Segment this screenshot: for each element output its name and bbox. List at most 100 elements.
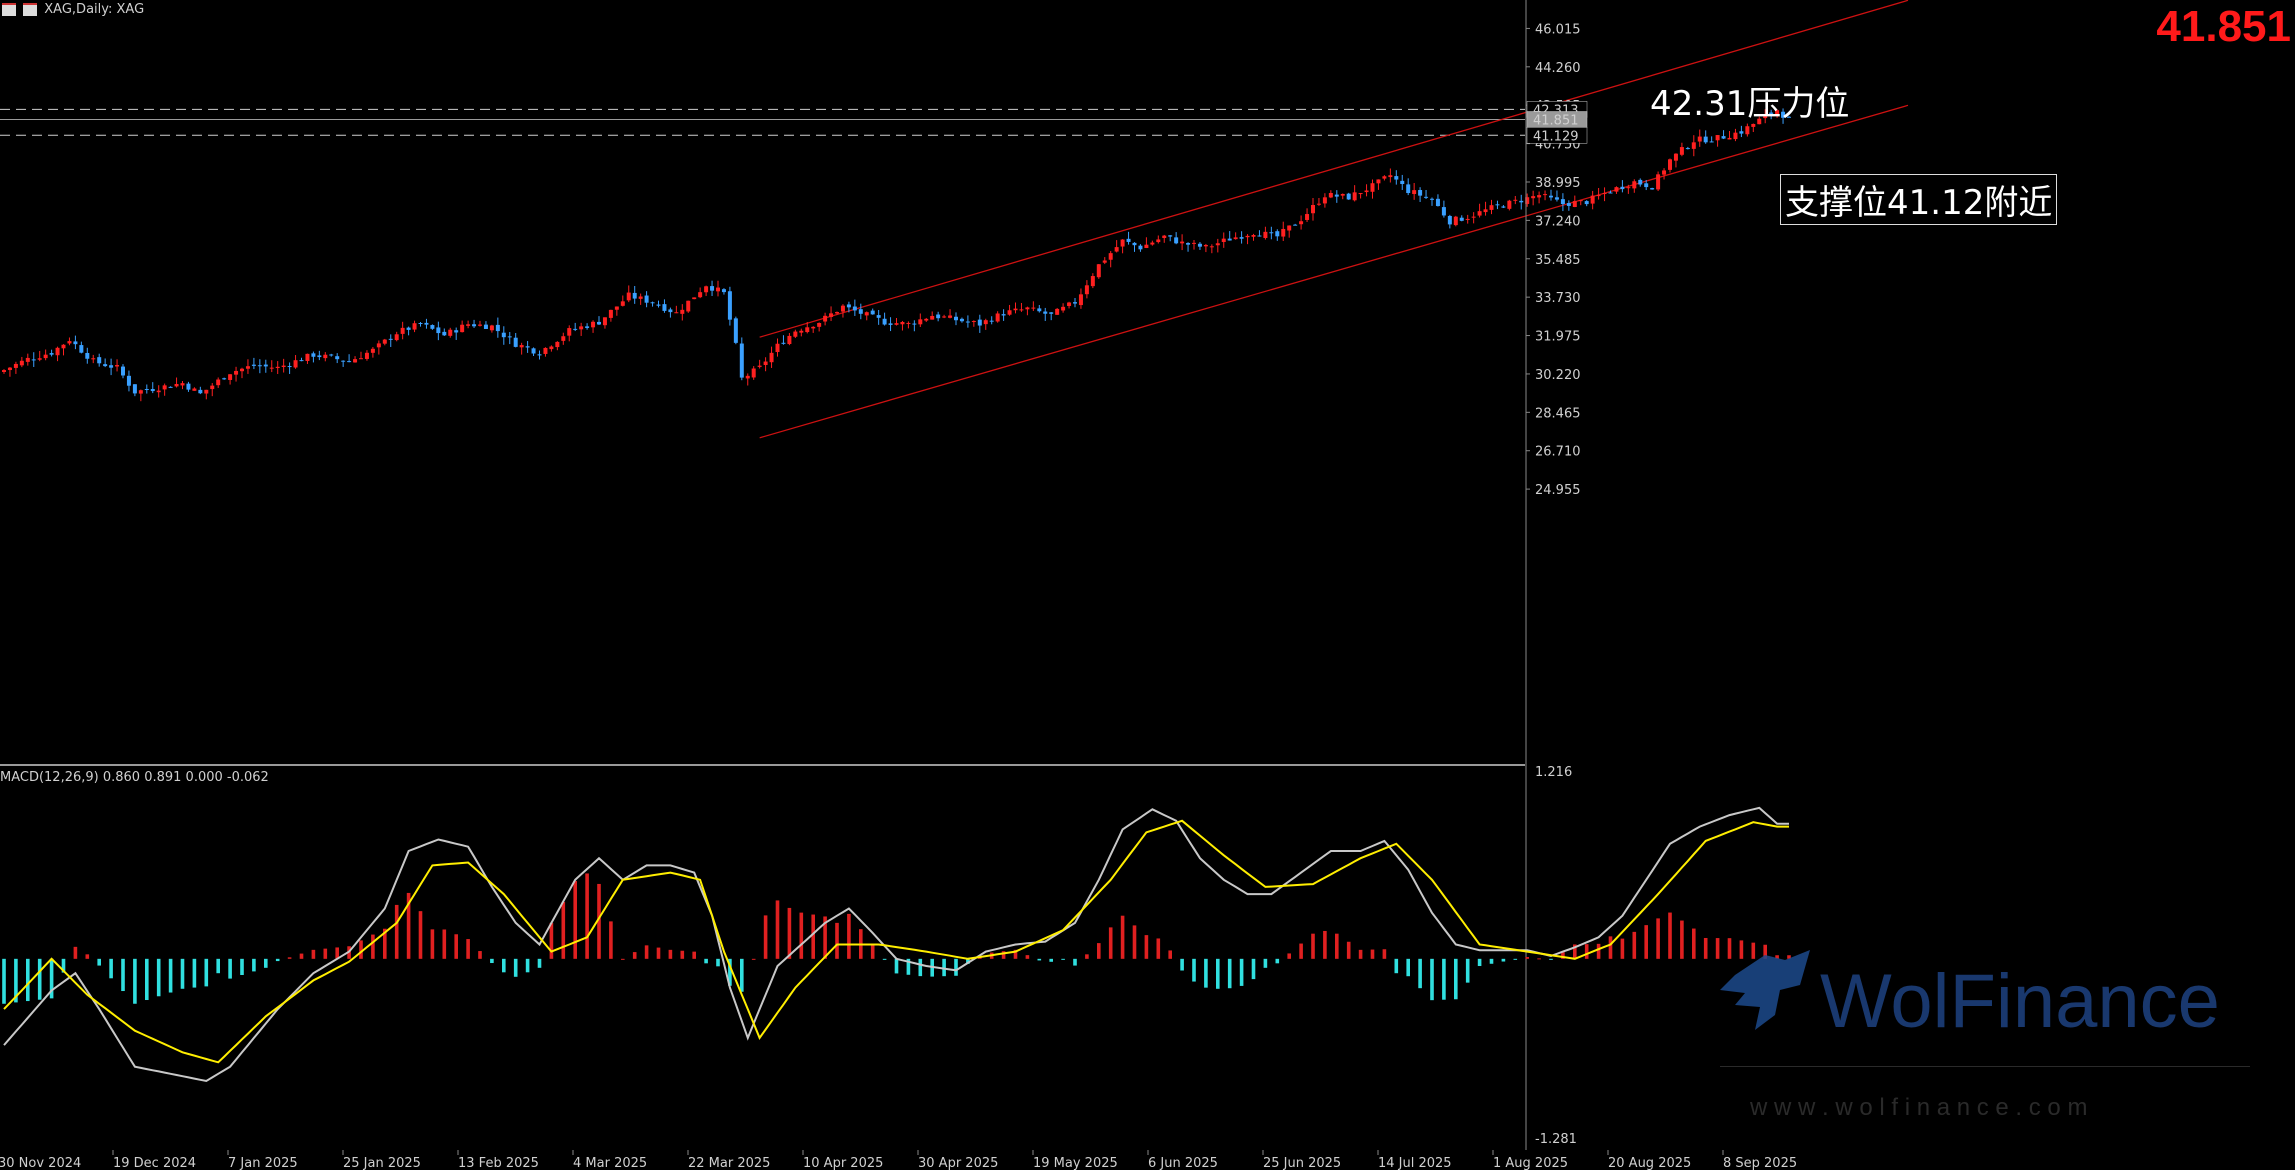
candle-body: [1388, 175, 1393, 178]
macd-histogram-bar: [1715, 938, 1720, 959]
macd-histogram-bar: [394, 904, 399, 959]
candle-body: [763, 361, 768, 365]
candle-body: [894, 323, 899, 325]
time-tick-label: 13 Feb 2025: [458, 1156, 539, 1170]
candle-body: [1376, 179, 1381, 184]
candle-body: [1340, 193, 1345, 196]
price-channel[interactable]: [759, 0, 1909, 439]
macd-histogram-bar: [656, 947, 661, 959]
macd-histogram-bar: [1061, 958, 1065, 960]
candle-body: [1638, 179, 1643, 185]
candle-body: [1221, 238, 1226, 242]
candle-body: [323, 354, 328, 359]
support-label: 支撑位41.12附近: [1780, 174, 2058, 225]
candle-body: [567, 328, 572, 336]
candle-body: [19, 360, 24, 366]
list-icon[interactable]: [2, 3, 16, 16]
macd-histogram-bar: [406, 892, 411, 959]
candle-body: [501, 332, 506, 338]
price-tick-label: 28.465: [1535, 406, 1581, 421]
candle-body: [1287, 225, 1292, 231]
macd-histogram-bar: [228, 958, 232, 979]
candle-body: [531, 348, 536, 354]
candle-body: [138, 390, 143, 394]
candle-body: [888, 323, 893, 325]
macd-histogram-bar: [1275, 958, 1280, 964]
macd-histogram-bar: [847, 913, 851, 959]
macd-histogram-bar: [216, 958, 220, 974]
candle-body: [1519, 200, 1524, 203]
candle-body: [1156, 239, 1161, 243]
candle-body: [1322, 197, 1327, 204]
macd-histogram-bar: [1763, 944, 1767, 959]
candle-body: [751, 368, 756, 378]
macd-histogram-bar: [704, 958, 708, 964]
candle-body: [382, 339, 387, 344]
macd-histogram-bar: [26, 958, 30, 1002]
price-marker-box: [1526, 127, 1588, 144]
macd-histogram-bar: [1668, 912, 1672, 959]
candle-body: [1370, 183, 1375, 192]
macd-histogram-bar: [966, 958, 970, 964]
candle-body: [335, 356, 340, 360]
candle-body: [495, 324, 500, 332]
macd-histogram-bar: [1525, 957, 1529, 959]
candle-body: [281, 365, 286, 367]
candle-body: [638, 296, 643, 299]
candle-body: [721, 289, 726, 293]
candle-body: [918, 319, 923, 325]
candle-body: [1549, 195, 1553, 198]
candle-body: [608, 309, 613, 318]
watermark-rule: [1720, 1066, 2250, 1067]
candle-body: [478, 324, 482, 326]
candle-body: [144, 388, 149, 390]
candle-body: [1251, 235, 1256, 237]
candle-body: [1787, 116, 1791, 118]
candle-body: [1382, 176, 1387, 179]
candles-icon[interactable]: [23, 3, 38, 16]
candle-body: [1227, 238, 1232, 241]
candle-body: [269, 367, 274, 369]
candle-body: [1174, 237, 1179, 244]
candle-body: [412, 323, 417, 330]
candle-body: [1715, 135, 1720, 141]
wolf-head-icon: [1720, 950, 1810, 1030]
macd-histogram-bar: [1489, 958, 1494, 964]
macd-histogram-bar: [264, 958, 268, 968]
macd-histogram-bar: [1739, 940, 1744, 959]
macd-histogram-bar: [1775, 955, 1779, 959]
macd-histogram-bar: [335, 947, 339, 959]
macd-histogram-bar: [1108, 927, 1113, 959]
candle-body: [787, 335, 792, 345]
candle-body: [555, 341, 560, 348]
macd-histogram-bar: [585, 873, 589, 959]
price-tick-label: 26.710: [1535, 445, 1581, 460]
candle-body: [1299, 221, 1304, 225]
candle-body: [1489, 205, 1494, 210]
price-tick-label: 38.995: [1535, 176, 1581, 191]
candle-body: [805, 327, 810, 333]
candle-body: [1007, 310, 1012, 315]
candle-body: [561, 336, 566, 341]
candle-body: [543, 347, 548, 354]
watermark-url: w w w . w o l f i n a n c e . c o m: [1750, 1094, 2088, 1121]
candle-body: [668, 309, 673, 313]
candle-body: [1269, 232, 1274, 234]
candle-body: [1596, 195, 1601, 197]
macd-histogram-bar: [145, 958, 149, 1001]
candle-body: [1733, 132, 1738, 140]
candle-body: [317, 355, 322, 358]
candle-body: [25, 357, 30, 362]
macd-histogram-bar: [133, 958, 137, 1004]
macd-histogram-bar: [942, 958, 946, 977]
macd-histogram-bar: [168, 958, 173, 993]
macd-histogram-bar: [299, 953, 304, 959]
time-tick-label: 14 Jul 2025: [1378, 1156, 1452, 1170]
candlestick-series: [2, 108, 1791, 402]
candle-body: [1233, 237, 1238, 240]
macd-histogram-bar: [537, 958, 542, 968]
macd-histogram-bar: [1561, 952, 1565, 959]
macd-histogram-bar: [1703, 937, 1708, 959]
macd-histogram-bar: [1287, 953, 1291, 959]
